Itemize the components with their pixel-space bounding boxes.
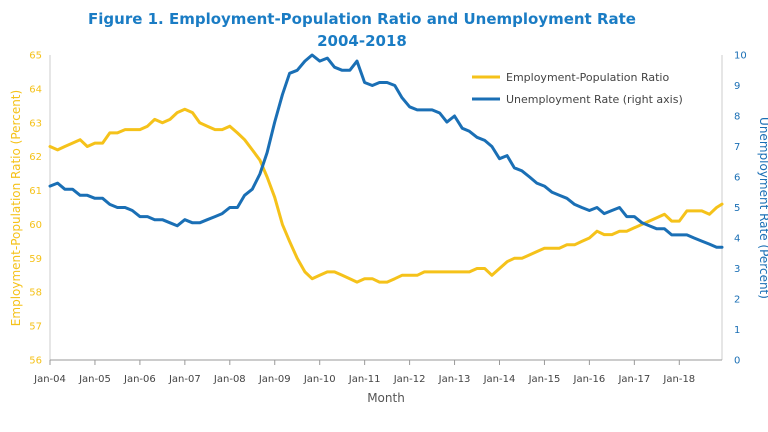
right-tick-label: 0 bbox=[734, 356, 740, 367]
right-tick-label: 10 bbox=[734, 51, 747, 62]
x-tick-labels: Jan-04 Jan-05 Jan-06 Jan-07 Jan-08 Jan-09 Jan-… bbox=[33, 360, 695, 385]
left-tick-label: 57 bbox=[29, 322, 42, 333]
left-tick-label: 62 bbox=[29, 152, 42, 163]
right-tick-label: 1 bbox=[734, 325, 740, 336]
left-tick-label: 56 bbox=[29, 356, 42, 367]
right-tick-labels: 0 1 2 3 4 5 6 7 8 9 10 bbox=[734, 51, 747, 367]
right-tick-label: 7 bbox=[734, 142, 740, 153]
legend-label-unemployment: Unemployment Rate (right axis) bbox=[506, 93, 683, 106]
unemployment-rate-line bbox=[48, 53, 724, 249]
left-tick-label: 59 bbox=[29, 254, 42, 265]
right-tick-label: 2 bbox=[734, 295, 740, 306]
x-axis-title: Month bbox=[367, 391, 405, 405]
x-tick-label: Jan-07 bbox=[168, 374, 201, 385]
left-tick-label: 58 bbox=[29, 288, 42, 299]
x-tick-label: Jan-16 bbox=[573, 374, 606, 385]
left-tick-label: 64 bbox=[29, 84, 42, 95]
right-tick-label: 6 bbox=[734, 173, 740, 184]
x-tick-label: Jan-13 bbox=[438, 374, 471, 385]
right-tick-label: 3 bbox=[734, 264, 740, 275]
left-tick-labels: 56 57 58 59 60 61 62 63 64 65 bbox=[29, 51, 42, 367]
right-tick-label: 9 bbox=[734, 81, 740, 92]
chart-title: Figure 1. Employment-Population Ratio an… bbox=[88, 10, 636, 28]
left-tick-label: 63 bbox=[29, 118, 42, 129]
x-tick-label: Jan-08 bbox=[213, 374, 246, 385]
left-tick-label: 60 bbox=[29, 220, 42, 231]
employment-population-line bbox=[48, 107, 724, 284]
right-tick-label: 5 bbox=[734, 203, 740, 214]
x-tick-label: Jan-04 bbox=[33, 374, 66, 385]
right-tick-label: 8 bbox=[734, 112, 740, 123]
legend-label-employment: Employment-Population Ratio bbox=[506, 71, 669, 84]
x-tick-label: Jan-12 bbox=[393, 374, 426, 385]
x-tick-label: Jan-18 bbox=[662, 374, 695, 385]
right-tick-label: 4 bbox=[734, 234, 740, 245]
x-tick-label: Jan-10 bbox=[303, 374, 336, 385]
x-tick-label: Jan-05 bbox=[78, 374, 111, 385]
x-tick-label: Jan-15 bbox=[528, 374, 561, 385]
x-tick-label: Jan-14 bbox=[483, 374, 516, 385]
left-tick-label: 65 bbox=[29, 51, 42, 62]
y-axis-title-left: Employment-Population Ratio (Percent) bbox=[9, 90, 23, 326]
chart-subtitle: 2004-2018 bbox=[317, 32, 407, 50]
x-tick-label: Jan-06 bbox=[123, 374, 156, 385]
x-tick-label: Jan-11 bbox=[348, 374, 381, 385]
x-tick-label: Jan-09 bbox=[258, 374, 291, 385]
legend: Employment-Population Ratio Unemployment… bbox=[472, 71, 683, 106]
series-lines bbox=[48, 53, 724, 284]
y-axis-title-right: Unemployment Rate (Percent) bbox=[757, 117, 768, 299]
left-tick-label: 61 bbox=[29, 186, 42, 197]
x-tick-label: Jan-17 bbox=[617, 374, 650, 385]
